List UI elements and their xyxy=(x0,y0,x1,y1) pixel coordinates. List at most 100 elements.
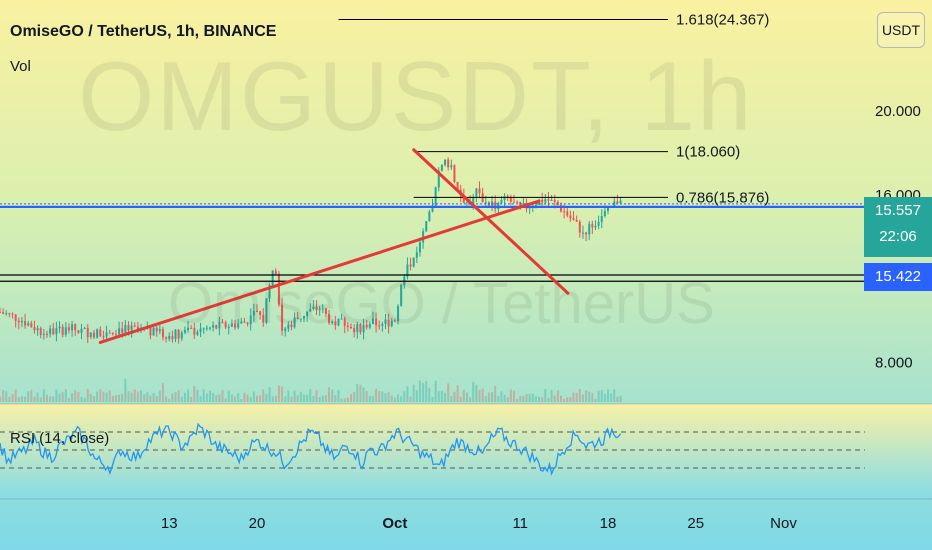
candle-body xyxy=(309,308,312,312)
volume-bar xyxy=(17,397,20,402)
candle-body xyxy=(193,328,196,335)
candle-body xyxy=(575,219,578,222)
candle-body xyxy=(393,320,396,322)
volume-bar xyxy=(52,396,55,402)
candle-body xyxy=(318,308,321,311)
volume-bar xyxy=(585,390,588,402)
volume-bar xyxy=(556,390,559,402)
volume-bar xyxy=(581,394,584,402)
volume-bar xyxy=(240,398,243,402)
chart-title[interactable]: OmiseGO / TetherUS, 1h, BINANCE xyxy=(10,23,277,40)
currency-button[interactable]: USDT xyxy=(877,12,925,48)
candle-body xyxy=(588,223,591,235)
candle-body xyxy=(5,313,8,315)
volume-bar xyxy=(111,395,114,402)
candle-body xyxy=(121,328,124,334)
candle-body xyxy=(127,325,130,331)
candle-body xyxy=(384,319,387,324)
candle-body xyxy=(183,330,186,333)
candle-body xyxy=(418,242,421,253)
candle-body xyxy=(412,257,415,267)
candle-body xyxy=(46,333,49,335)
candle-body xyxy=(118,328,121,335)
rsi-label[interactable]: RSI (14, close) xyxy=(10,430,110,447)
volume-bar xyxy=(450,396,453,402)
candle-body xyxy=(171,336,174,340)
volume-bar xyxy=(491,392,494,402)
volume-bar xyxy=(365,391,368,402)
candle-body xyxy=(281,304,284,331)
volume-bar xyxy=(415,390,418,402)
volume-bar xyxy=(243,392,246,402)
volume-bar xyxy=(591,392,594,402)
volume-bar xyxy=(86,388,89,402)
volume-bar xyxy=(412,384,415,402)
candle-body xyxy=(77,330,80,333)
candle-body xyxy=(375,318,378,326)
volume-bar xyxy=(67,398,70,402)
candle-body xyxy=(243,321,246,323)
volume-bar xyxy=(262,389,265,402)
volume-bar xyxy=(14,389,17,402)
watermark-symbol: OMGUSDT, 1h xyxy=(78,41,754,151)
current-price-tag: 15.557 22:06 xyxy=(864,197,932,257)
candle-body xyxy=(99,329,102,337)
candle-body xyxy=(71,324,74,331)
volume-bar xyxy=(24,396,27,402)
volume-bar xyxy=(259,395,262,402)
volume-bar xyxy=(528,394,531,402)
candle-body xyxy=(553,199,556,202)
volume-bar xyxy=(146,392,149,402)
candle-body xyxy=(440,165,443,171)
candle-body xyxy=(227,326,230,328)
volume-bar xyxy=(36,392,39,402)
x-tick-label: 20 xyxy=(249,515,266,532)
candle-body xyxy=(431,205,434,212)
volume-bar xyxy=(83,398,86,402)
volume-bar xyxy=(575,392,578,402)
volume-bar xyxy=(165,396,168,402)
candle-body xyxy=(371,318,374,325)
candle-body xyxy=(378,325,381,327)
volume-bar xyxy=(193,386,196,402)
candle-body xyxy=(597,221,600,226)
candle-body xyxy=(585,232,588,235)
volume-bar xyxy=(550,390,553,402)
volume-label[interactable]: Vol xyxy=(10,58,31,75)
candle-body xyxy=(114,334,117,336)
volume-bar xyxy=(227,390,230,402)
candle-body xyxy=(80,328,83,333)
candle-body xyxy=(165,337,168,339)
candle-body xyxy=(158,329,161,332)
volume-bar xyxy=(234,396,237,402)
volume-bar xyxy=(600,390,603,402)
rsi-line xyxy=(0,422,622,476)
candle-body xyxy=(136,326,139,330)
candle-body xyxy=(168,336,171,339)
candle-body xyxy=(212,325,215,328)
candle-body xyxy=(299,318,302,320)
candle-body xyxy=(350,326,353,329)
volume-bar xyxy=(465,392,468,402)
candle-body xyxy=(196,331,199,335)
volume-bar xyxy=(271,396,274,402)
volume-bar xyxy=(500,391,503,402)
volume-bar xyxy=(613,389,616,402)
candle-body xyxy=(600,215,603,222)
candle-body xyxy=(331,321,334,324)
volume-bar xyxy=(299,391,302,402)
candle-body xyxy=(603,210,606,216)
x-tick-label: Oct xyxy=(382,515,407,532)
volume-bar xyxy=(337,389,340,402)
volume-bar xyxy=(124,378,127,402)
trendline xyxy=(412,148,570,295)
volume-bar xyxy=(42,389,45,402)
candle-body xyxy=(303,316,306,319)
volume-bar xyxy=(487,392,490,402)
volume-bar xyxy=(456,385,459,402)
candle-body xyxy=(111,332,114,335)
trendline xyxy=(98,199,541,344)
volume-bar xyxy=(572,392,575,402)
